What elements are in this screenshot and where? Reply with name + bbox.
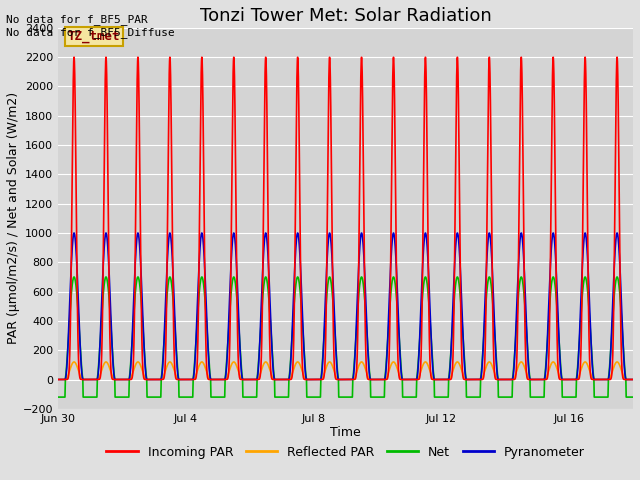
- Text: TZ_tmet: TZ_tmet: [68, 30, 120, 43]
- Legend: Incoming PAR, Reflected PAR, Net, Pyranometer: Incoming PAR, Reflected PAR, Net, Pyrano…: [101, 441, 589, 464]
- Title: Tonzi Tower Met: Solar Radiation: Tonzi Tower Met: Solar Radiation: [200, 7, 492, 25]
- Y-axis label: PAR (μmol/m2/s) / Net and Solar (W/m2): PAR (μmol/m2/s) / Net and Solar (W/m2): [7, 92, 20, 345]
- X-axis label: Time: Time: [330, 426, 361, 440]
- Text: No data for f_BF5_PAR
No data for f_BF5_Diffuse: No data for f_BF5_PAR No data for f_BF5_…: [6, 14, 175, 38]
